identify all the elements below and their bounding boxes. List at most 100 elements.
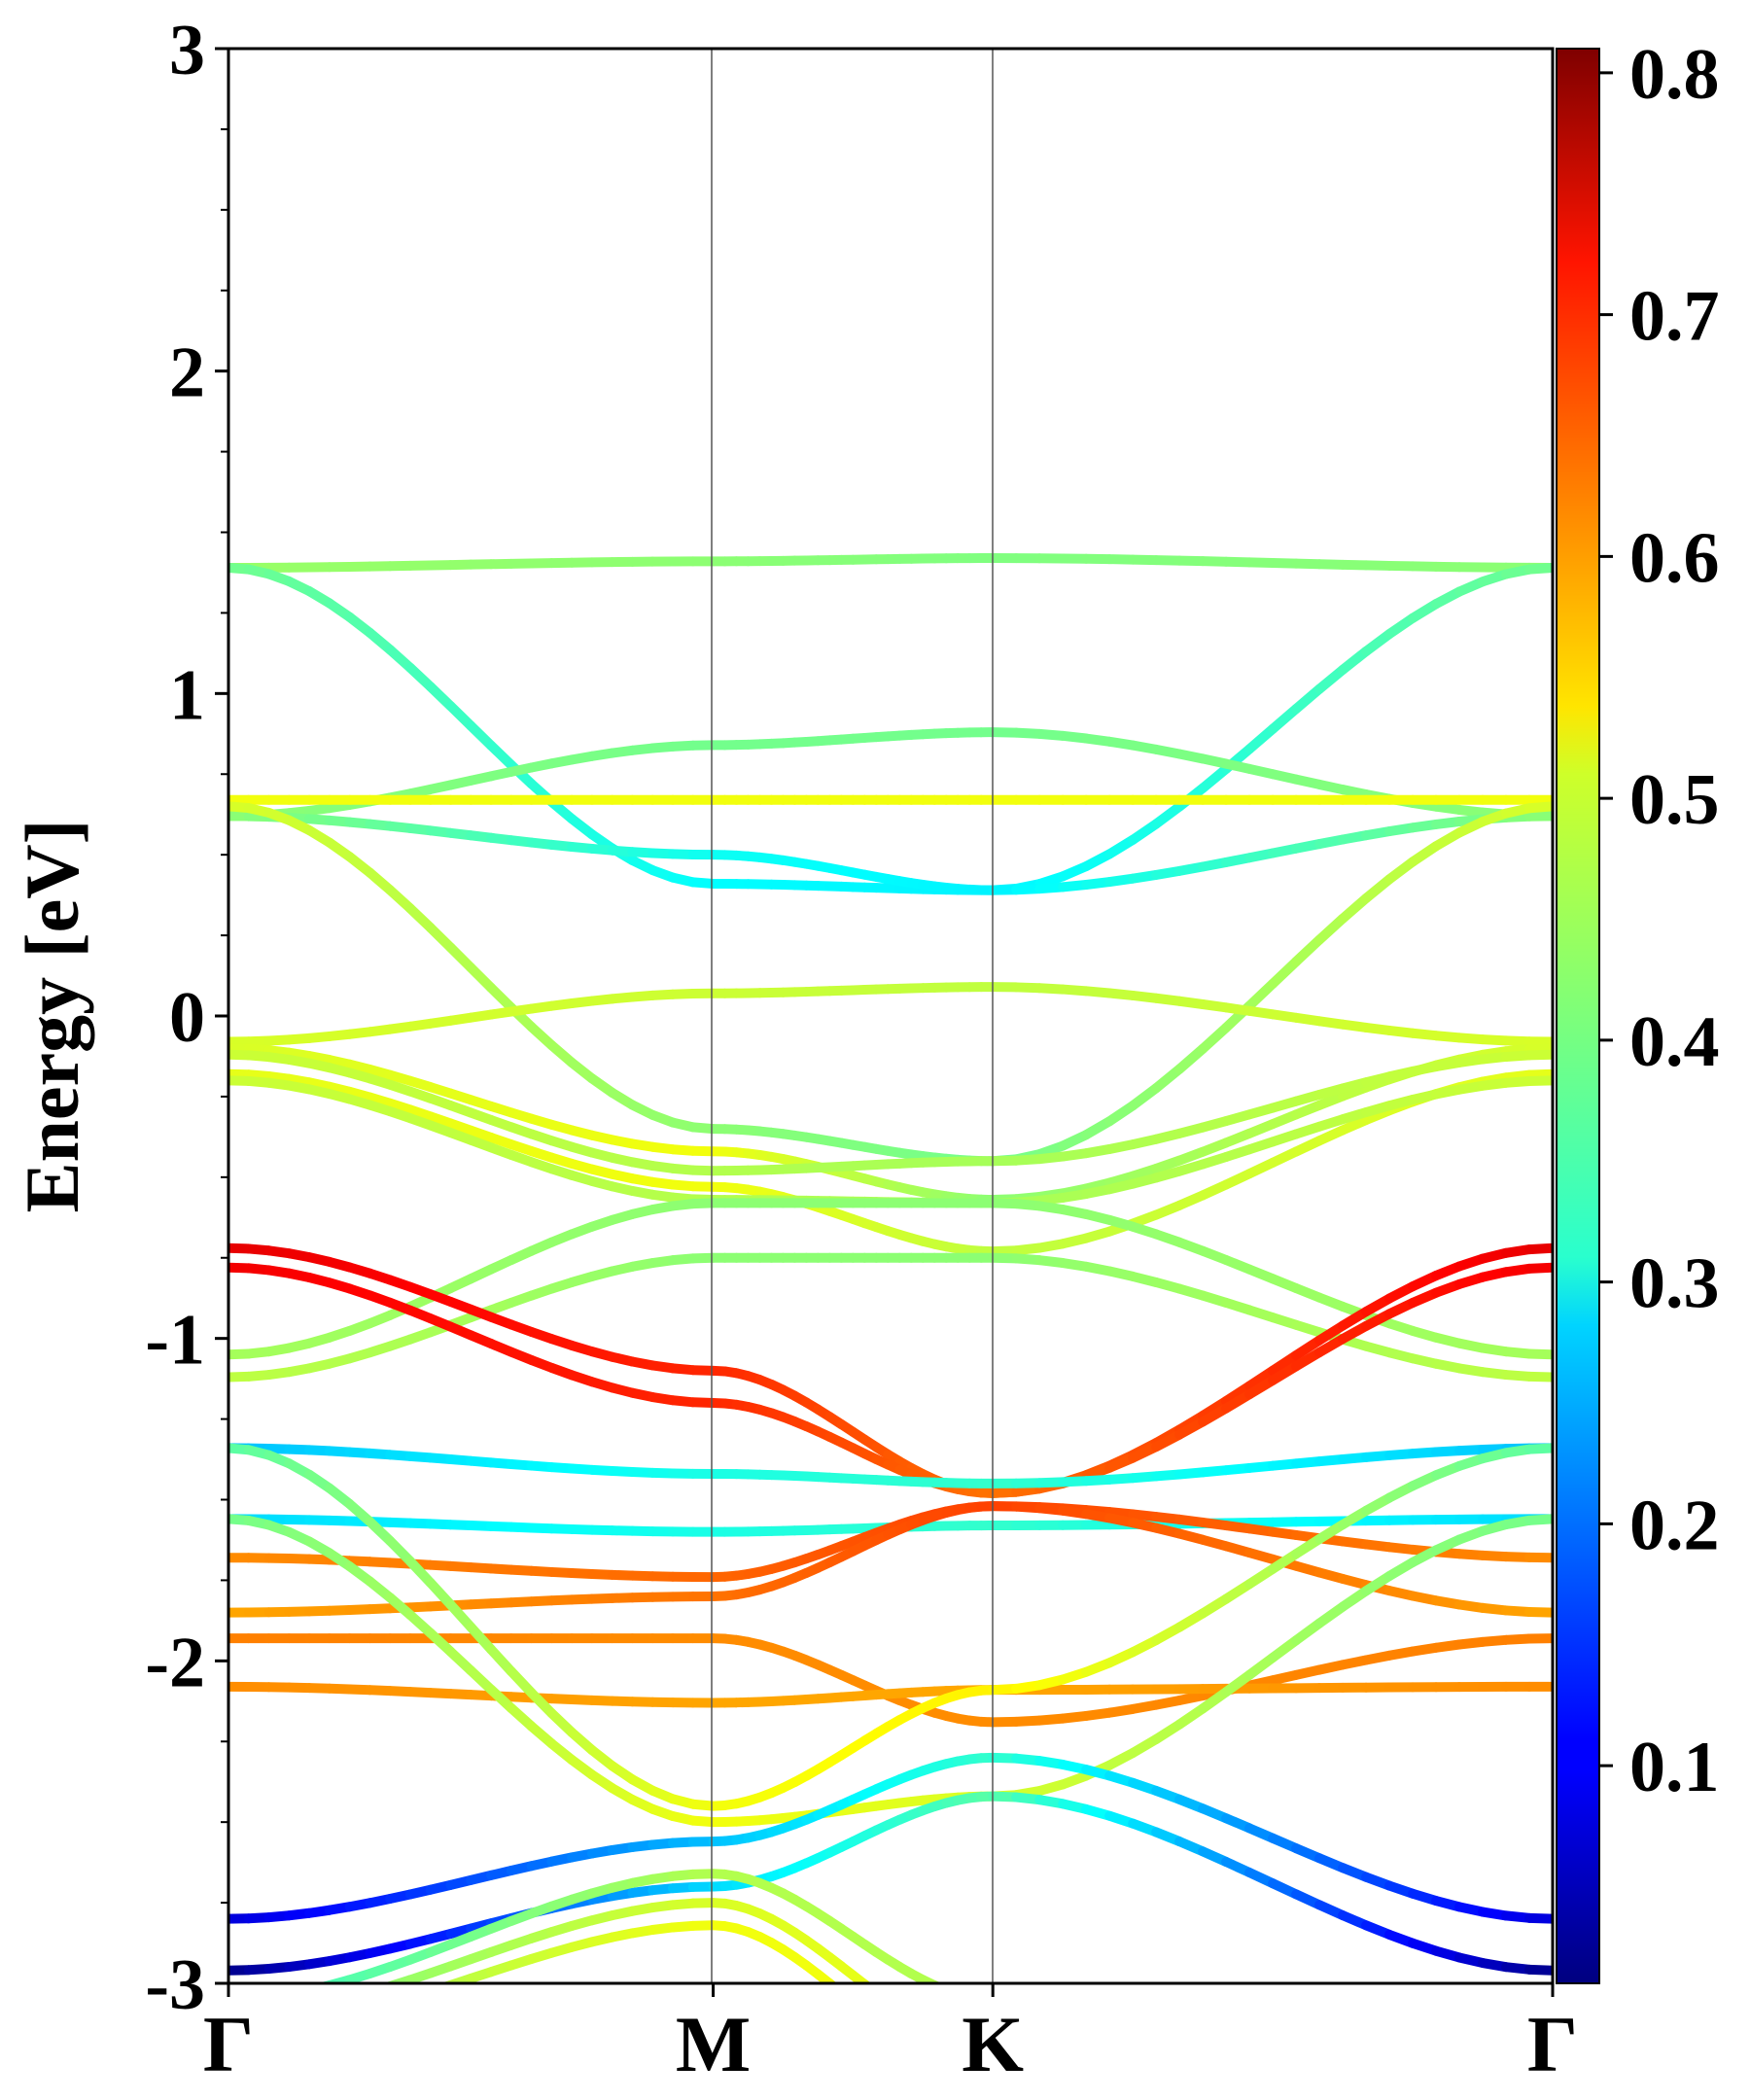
y-axis-label: Energy [eV]: [10, 819, 94, 1212]
band-28-segment: [410, 1992, 431, 1999]
band-28-segment: [350, 2010, 370, 2014]
band-28-segment: [1086, 2075, 1109, 2077]
band-2-segment: [1268, 704, 1302, 734]
band-28-segment: [1179, 2065, 1203, 2068]
band-28-segment: [309, 2019, 330, 2023]
band-15-segment: [1524, 1262, 1553, 1274]
y-axis: -3 -2 -1 0 1 2 3: [145, 11, 228, 2025]
band-28-segment: [1389, 2040, 1413, 2042]
band-28-segment: [888, 2031, 899, 2040]
band-28-segment: [911, 2048, 923, 2056]
band-27-segment: [1389, 2020, 1413, 2022]
band-26-segment: [958, 1994, 969, 1997]
band-24-segment: [1524, 1912, 1553, 1924]
colorbar-tick-label: 0.7: [1629, 277, 1720, 357]
band-28-segment: [934, 2063, 946, 2069]
band-26-segment: [969, 1997, 981, 1999]
band-22-segment: [404, 1556, 436, 1588]
band-28-segment: [824, 1978, 838, 1983]
band-28-segment: [946, 2069, 958, 2074]
band-27-segment: [1413, 2019, 1436, 2020]
band-22: [228, 1443, 1553, 1811]
band-27-segment: [923, 2025, 934, 2032]
band-6-segment: [1314, 913, 1348, 945]
band-27-segment: [1273, 2030, 1296, 2032]
band-6-segment: [1338, 893, 1372, 924]
band-27-segment: [1226, 2034, 1249, 2036]
band-27-segment: [383, 1981, 395, 1983]
band-26: [249, 1869, 981, 1999]
band-28-segment: [1483, 2033, 1506, 2034]
band-28-segment: [1319, 2047, 1343, 2049]
band-19-segment: [1524, 1607, 1553, 1618]
band-2-segment: [1198, 763, 1232, 793]
band-27-segment: [876, 1993, 888, 2002]
band-27-segment: [1319, 2026, 1343, 2028]
band-28-segment: [1366, 2042, 1389, 2045]
band-9-segment: [1524, 1049, 1553, 1061]
band-26-segment: [269, 1994, 290, 1997]
band-6-segment: [1291, 934, 1325, 967]
kpoint-label: Γ: [203, 2000, 254, 2088]
band-28-segment: [841, 1993, 853, 2003]
band-22-segment: [445, 1599, 476, 1632]
band-28-segment: [439, 1979, 456, 1983]
band-27: [330, 1898, 1506, 2047]
colorbar-tick-label: 0.2: [1629, 1486, 1720, 1565]
band-27-segment: [330, 1998, 350, 2003]
kpoint-label: K: [962, 2000, 1024, 2088]
band-2-segment: [1244, 723, 1278, 754]
band-28-segment: [1156, 2068, 1179, 2071]
band-26-segment: [249, 1997, 269, 1999]
band-24: [228, 1752, 1553, 1924]
band-1: [228, 553, 1553, 573]
band-4: [228, 811, 1553, 895]
band-6-segment: [1244, 978, 1278, 1011]
colorbar-tick-label: 0.6: [1629, 518, 1720, 598]
band-26-segment: [289, 1990, 309, 1994]
band-28-segment: [923, 2056, 934, 2063]
band-27-segment: [934, 2032, 946, 2038]
band-22-segment: [466, 1622, 497, 1655]
band-23-segment: [1524, 1514, 1553, 1525]
band-13-segment: [1524, 1371, 1553, 1382]
band-27-segment: [1459, 2017, 1483, 2018]
band-14-segment: [1524, 1242, 1553, 1255]
band-26-segment: [929, 1980, 943, 1983]
band-28-segment: [1506, 2032, 1529, 2033]
band-27-segment: [1483, 2016, 1506, 2017]
band-28-segment: [1436, 2035, 1459, 2037]
band-7: [228, 982, 1553, 1047]
band-9: [228, 1049, 1553, 1176]
band-6-segment: [1151, 1064, 1185, 1094]
band-28-segment: [853, 2003, 864, 2012]
band-27-segment: [1063, 2046, 1086, 2047]
band-26-segment: [316, 1980, 334, 1983]
band-2-segment: [1314, 664, 1348, 694]
band-28-segment: [1039, 2078, 1063, 2079]
band-28-segment: [1459, 2034, 1483, 2036]
band-10-segment: [1524, 1068, 1553, 1080]
y-tick-label: -1: [145, 1301, 205, 1381]
band-11-segment: [1524, 1075, 1553, 1086]
band-27-segment: [1133, 2042, 1156, 2044]
band-28-segment: [864, 2012, 876, 2022]
band-28-segment: [1273, 2053, 1296, 2056]
band-2-segment: [1338, 646, 1372, 675]
band-25-segment: [1524, 1964, 1553, 1976]
colorbar: [1556, 48, 1600, 1984]
band-27-segment: [859, 1979, 872, 1983]
band-15: [228, 1262, 1553, 1498]
y-tick-label: -2: [145, 1623, 205, 1702]
band-23: [228, 1514, 1553, 1828]
band-28-segment: [876, 2022, 888, 2032]
colorbar-tick-label: 0.3: [1629, 1244, 1720, 1324]
band-28-segment: [1343, 2045, 1366, 2048]
band-27-segment: [1343, 2024, 1366, 2026]
colorbar-ticks: 0.1 0.2 0.3 0.4 0.5 0.6 0.7 0.8: [1599, 35, 1720, 1807]
band-27-segment: [1366, 2022, 1389, 2024]
band-6-segment: [1174, 1043, 1208, 1074]
band-12-segment: [1524, 1348, 1553, 1360]
band-27-segment: [946, 2037, 958, 2042]
